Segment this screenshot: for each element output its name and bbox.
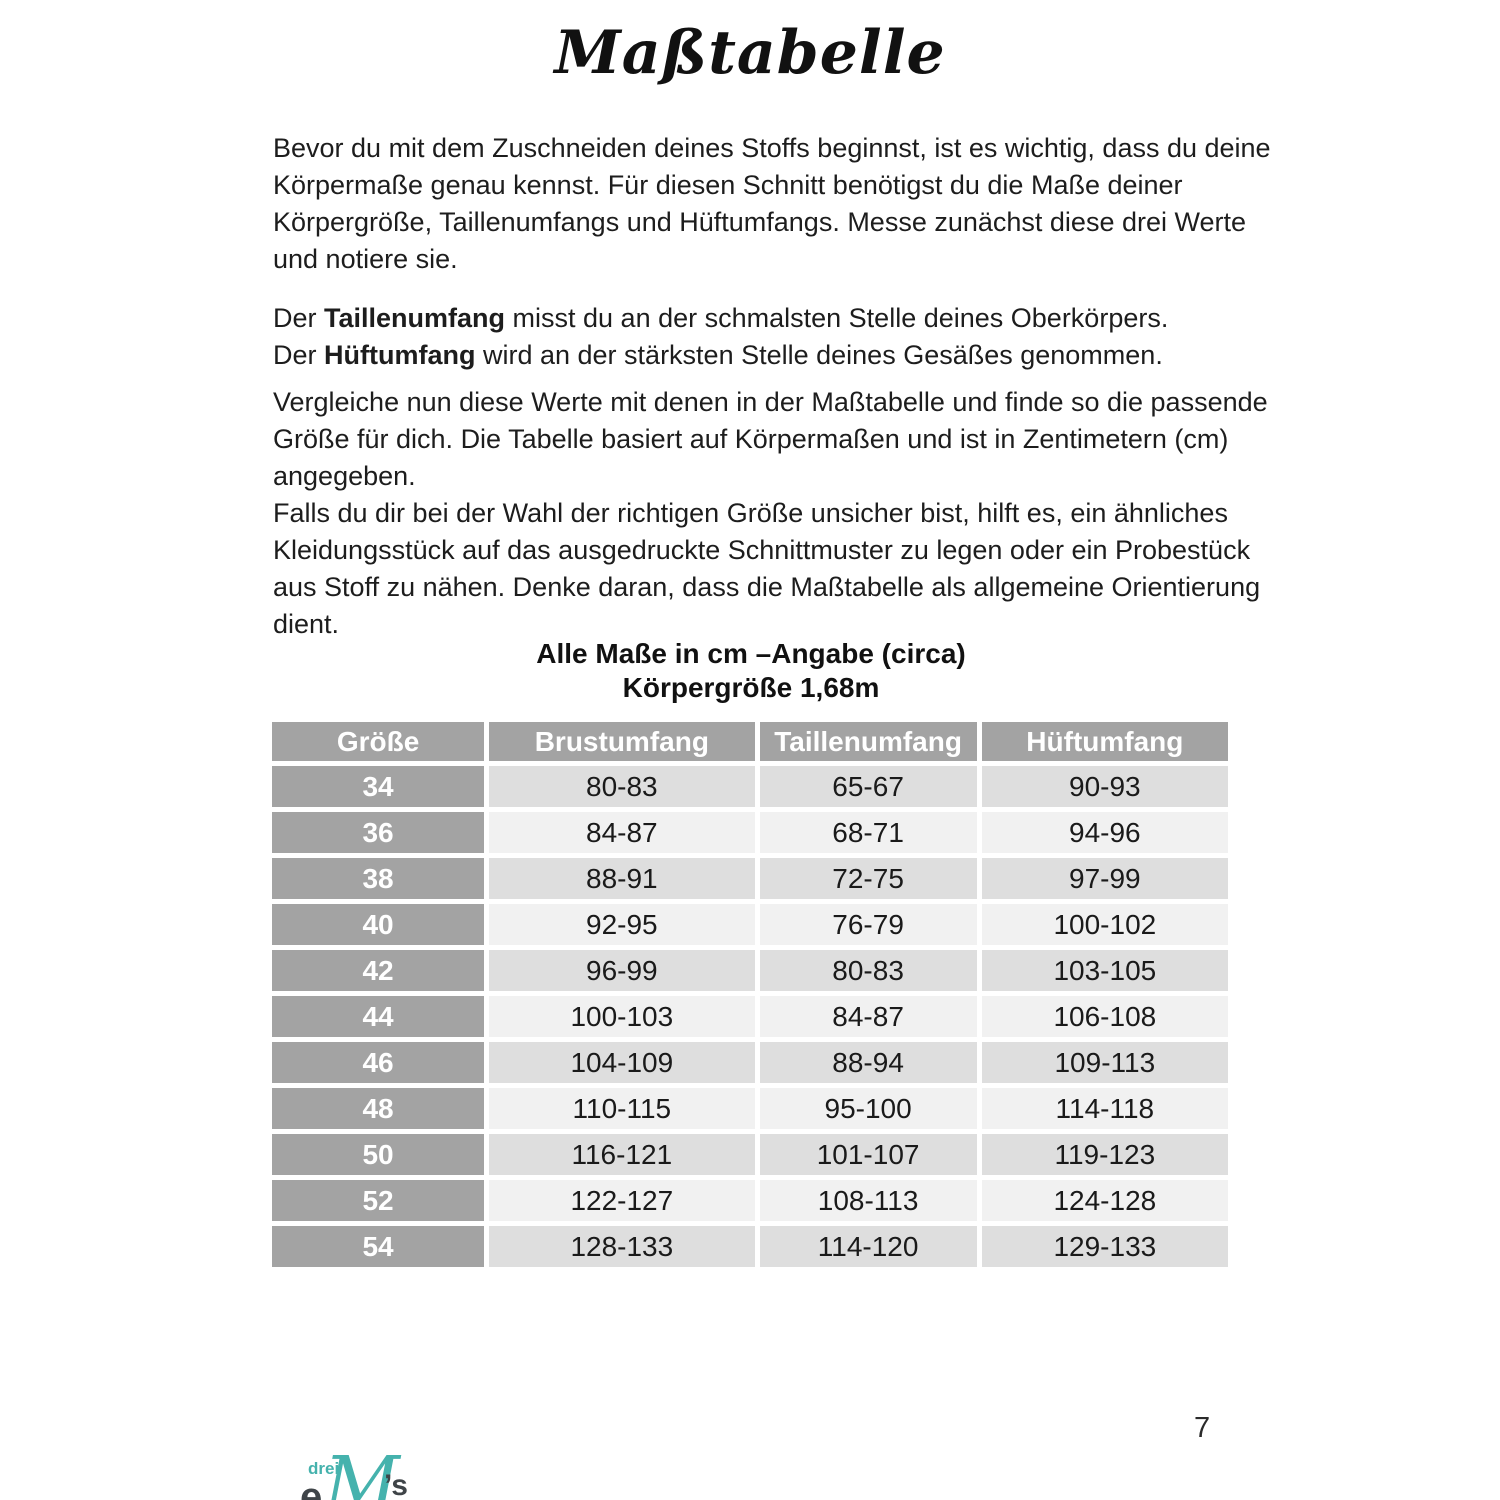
- text-line: Körpermaße genau kennst. Für diesen Schn…: [273, 170, 1183, 200]
- size-cell: 54: [272, 1226, 485, 1267]
- text-line: Körpergröße, Taillenumfangs und Hüftumfa…: [273, 207, 1247, 237]
- size-tips-paragraph: Falls du dir bei der Wahl der richtigen …: [273, 495, 1261, 643]
- hip-cell: 109-113: [981, 1042, 1228, 1083]
- hip-cell: 106-108: [981, 996, 1228, 1037]
- column-header-hueftumfang: Hüftumfang: [981, 722, 1228, 761]
- text-segment: wird an der stärksten Stelle deines Gesä…: [475, 340, 1163, 370]
- size-cell: 48: [272, 1088, 485, 1129]
- taillenumfang-term: Taillenumfang: [324, 303, 506, 333]
- size-cell: 40: [272, 904, 485, 945]
- logo-m-script: M: [324, 1441, 400, 1500]
- bust-cell: 80-83: [489, 766, 755, 807]
- column-header-brustumfang: Brustumfang: [489, 722, 755, 761]
- column-header-groesse: Größe: [272, 722, 485, 761]
- text-line: Bevor du mit dem Zuschneiden deines Stof…: [273, 133, 1271, 163]
- waist-cell: 65-67: [759, 766, 977, 807]
- table-row: 54 128-133 114-120 129-133: [272, 1226, 1228, 1267]
- hip-cell: 90-93: [981, 766, 1228, 807]
- text-line: Kleidungsstück auf das ausgedruckte Schn…: [273, 535, 1251, 565]
- caption-line-units: Alle Maße in cm –Angabe (circa): [536, 638, 966, 669]
- intro-paragraph: Bevor du mit dem Zuschneiden deines Stof…: [273, 130, 1271, 278]
- hip-cell: 97-99: [981, 858, 1228, 899]
- hip-cell: 114-118: [981, 1088, 1228, 1129]
- bust-cell: 104-109: [489, 1042, 755, 1083]
- text-line: angegeben.: [273, 461, 416, 491]
- logo-e-text: e: [300, 1475, 323, 1500]
- size-cell: 36: [272, 812, 485, 853]
- size-cell: 42: [272, 950, 485, 991]
- waist-cell: 101-107: [759, 1134, 977, 1175]
- hip-cell: 100-102: [981, 904, 1228, 945]
- hip-cell: 124-128: [981, 1180, 1228, 1221]
- text-line: und notiere sie.: [273, 244, 458, 274]
- waist-cell: 68-71: [759, 812, 977, 853]
- text-line: Der Hüftumfang wird an der stärksten Ste…: [273, 337, 1233, 374]
- text-line: Falls du dir bei der Wahl der richtigen …: [273, 498, 1228, 528]
- table-row: 48 110-115 95-100 114-118: [272, 1088, 1228, 1129]
- table-caption: Alle Maße in cm –Angabe (circa) Körpergr…: [273, 637, 1229, 705]
- hip-cell: 94-96: [981, 812, 1228, 853]
- hip-cell: 103-105: [981, 950, 1228, 991]
- text-segment: Der: [273, 340, 325, 370]
- table-row: 50 116-121 101-107 119-123: [272, 1134, 1228, 1175]
- table-row: 42 96-99 80-83 103-105: [272, 950, 1228, 991]
- logo-drei-text: drei: [308, 1459, 340, 1478]
- size-cell: 52: [272, 1180, 485, 1221]
- table-row: 46 104-109 88-94 109-113: [272, 1042, 1228, 1083]
- bust-cell: 122-127: [489, 1180, 755, 1221]
- table-row: 38 88-91 72-75 97-99: [272, 858, 1228, 899]
- waist-cell: 80-83: [759, 950, 977, 991]
- waist-cell: 88-94: [759, 1042, 977, 1083]
- text-line: Größe für dich. Die Tabelle basiert auf …: [273, 424, 1229, 454]
- hueftumfang-term: Hüftumfang: [324, 340, 476, 370]
- text-segment: Der: [273, 303, 325, 333]
- table-row: 34 80-83 65-67 90-93: [272, 766, 1228, 807]
- page-number: 7: [1194, 1412, 1211, 1444]
- size-cell: 46: [272, 1042, 485, 1083]
- size-table: Größe Brustumfang Taillenumfang Hüftumfa…: [267, 717, 1233, 1272]
- bust-cell: 128-133: [489, 1226, 755, 1267]
- text-line: Der Taillenumfang misst du an der schmal…: [273, 300, 1233, 337]
- waist-cell: 95-100: [759, 1088, 977, 1129]
- text-line: aus Stoff zu nähen. Denke daran, dass di…: [273, 572, 1261, 602]
- size-cell: 44: [272, 996, 485, 1037]
- text-segment: misst du an der schmalsten Stelle deines…: [505, 303, 1169, 333]
- caption-line-height: Körpergröße 1,68m: [622, 672, 880, 703]
- text-line: dient.: [273, 609, 340, 639]
- hip-cell: 129-133: [981, 1226, 1228, 1267]
- brand-logo: drei e M ’s: [292, 1441, 422, 1500]
- bust-cell: 92-95: [489, 904, 755, 945]
- bust-cell: 100-103: [489, 996, 755, 1037]
- compare-values-paragraph: Vergleiche nun diese Werte mit denen in …: [273, 384, 1268, 495]
- bust-cell: 110-115: [489, 1088, 755, 1129]
- table-row: 52 122-127 108-113 124-128: [272, 1180, 1228, 1221]
- waist-cell: 76-79: [759, 904, 977, 945]
- waist-cell: 114-120: [759, 1226, 977, 1267]
- column-header-taillenumfang: Taillenumfang: [759, 722, 977, 761]
- waist-cell: 84-87: [759, 996, 977, 1037]
- table-row: 36 84-87 68-71 94-96: [272, 812, 1228, 853]
- bust-cell: 96-99: [489, 950, 755, 991]
- size-cell: 50: [272, 1134, 485, 1175]
- table-header-row: Größe Brustumfang Taillenumfang Hüftumfa…: [272, 722, 1228, 761]
- bust-cell: 116-121: [489, 1134, 755, 1175]
- measure-definitions-paragraph: Der Taillenumfang misst du an der schmal…: [273, 300, 1233, 374]
- waist-cell: 108-113: [759, 1180, 977, 1221]
- text-line: Vergleiche nun diese Werte mit denen in …: [273, 387, 1268, 417]
- logo-s-text: ’s: [384, 1469, 408, 1500]
- hip-cell: 119-123: [981, 1134, 1228, 1175]
- bust-cell: 88-91: [489, 858, 755, 899]
- size-cell: 34: [272, 766, 485, 807]
- table-row: 44 100-103 84-87 106-108: [272, 996, 1228, 1037]
- table-row: 40 92-95 76-79 100-102: [272, 904, 1228, 945]
- page-title: Maßtabelle: [554, 18, 946, 88]
- bust-cell: 84-87: [489, 812, 755, 853]
- waist-cell: 72-75: [759, 858, 977, 899]
- size-cell: 38: [272, 858, 485, 899]
